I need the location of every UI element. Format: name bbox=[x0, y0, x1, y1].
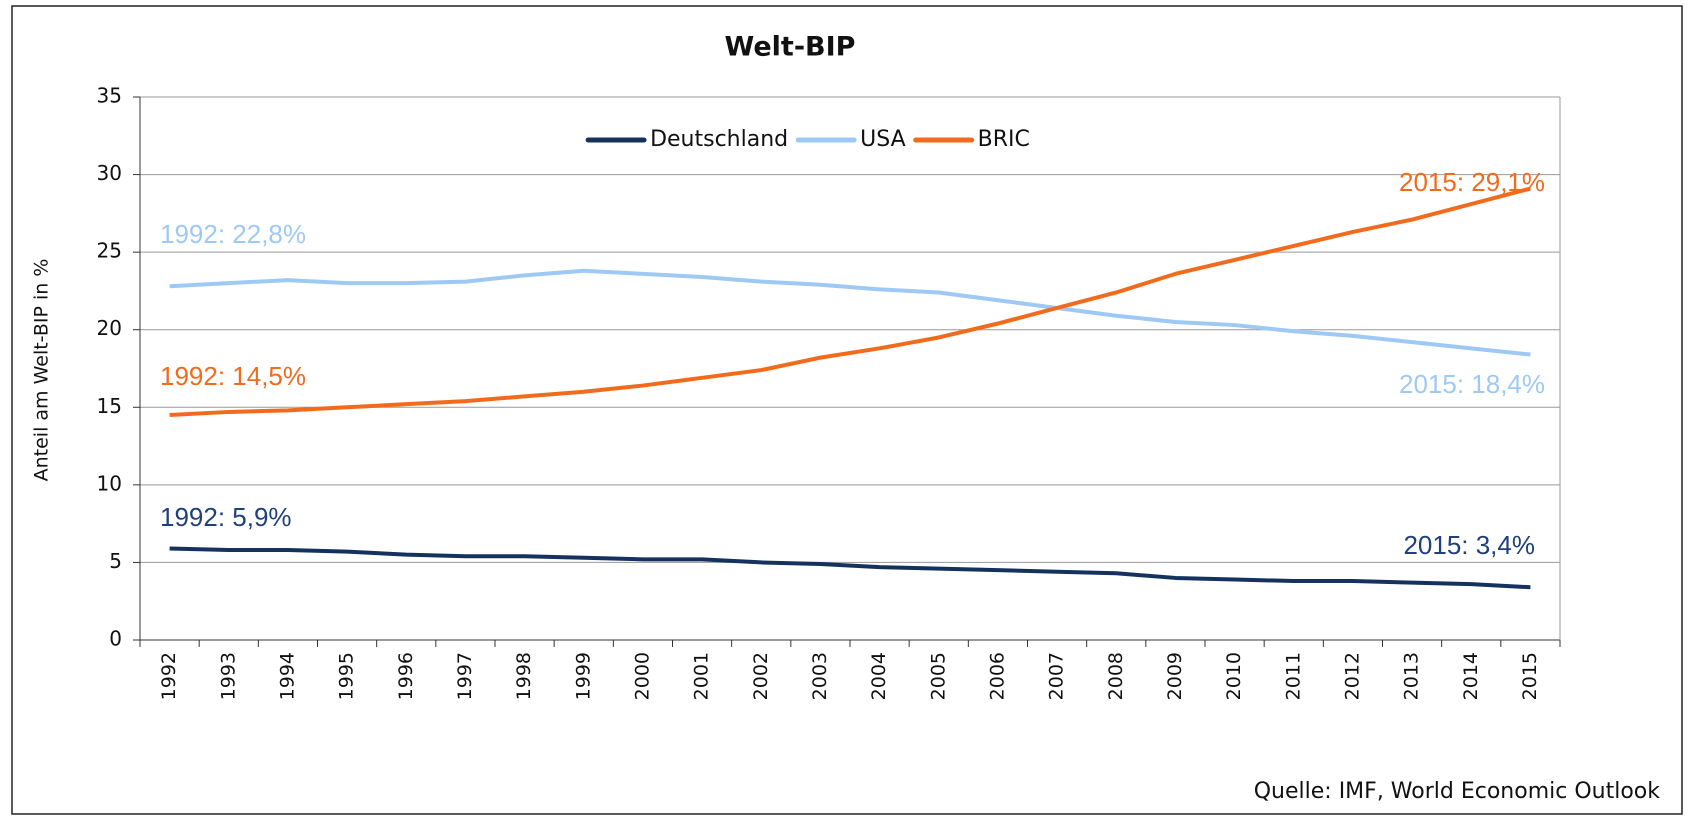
frame bbox=[11, 5, 1683, 815]
annotation: 2015: 3,4% bbox=[1403, 530, 1535, 560]
x-tick-label: 2010 bbox=[1223, 652, 1245, 700]
y-tick-label: 10 bbox=[97, 471, 122, 495]
y-axis-label: Anteil am Welt-BIP in % bbox=[31, 259, 53, 482]
annotation: 2015: 18,4% bbox=[1399, 369, 1545, 399]
series-line bbox=[169, 268, 1531, 357]
x-tick-label: 2004 bbox=[868, 652, 890, 700]
x-tick-label: 2008 bbox=[1105, 652, 1127, 700]
series-line bbox=[169, 186, 1531, 418]
x-tick-label: 2000 bbox=[631, 652, 653, 700]
x-tick-label: 1997 bbox=[454, 652, 476, 700]
legend-label: USA bbox=[860, 127, 906, 152]
x-tick-label: 1996 bbox=[395, 652, 417, 700]
chart-title: Welt-BIP bbox=[725, 32, 856, 63]
x-tick-label: 2013 bbox=[1401, 652, 1423, 700]
y-tick-label: 15 bbox=[97, 394, 122, 418]
annotation: 1992: 14,5% bbox=[160, 361, 306, 391]
x-tick-label: 1998 bbox=[513, 652, 535, 700]
source: Quelle: IMF, World Economic Outlook bbox=[1254, 779, 1661, 804]
x-tick-label: 1999 bbox=[572, 652, 594, 700]
y-tick-label: 35 bbox=[97, 84, 122, 108]
y-tick-label: 0 bbox=[109, 627, 122, 651]
x-tick-label: 2006 bbox=[986, 652, 1008, 700]
y-tick-label: 20 bbox=[97, 316, 122, 340]
y-tick-label: 5 bbox=[109, 549, 122, 573]
x-tick-label: 2003 bbox=[809, 652, 831, 700]
x-tick-label: 1994 bbox=[276, 652, 298, 700]
x-tick-label: 1992 bbox=[158, 652, 180, 700]
annotation: 2015: 29,1% bbox=[1399, 167, 1545, 197]
annotation: 1992: 22,8% bbox=[160, 219, 306, 249]
x-tick-label: 2002 bbox=[750, 652, 772, 700]
x-tick-label: 2005 bbox=[927, 652, 949, 700]
y-tick-label: 30 bbox=[97, 161, 122, 185]
x-tick-label: 2001 bbox=[691, 652, 713, 700]
x-tick-label: 2011 bbox=[1282, 652, 1304, 700]
x-tick-label: 1995 bbox=[336, 652, 358, 700]
x-tick-label: 2012 bbox=[1341, 652, 1363, 700]
x-tick-label: 1993 bbox=[217, 652, 239, 700]
x-tick-label: 2007 bbox=[1046, 652, 1068, 700]
series-line bbox=[169, 546, 1531, 590]
annotation: 1992: 5,9% bbox=[160, 502, 292, 532]
x-tick-label: 2014 bbox=[1460, 652, 1482, 700]
x-tick-label: 2015 bbox=[1519, 652, 1541, 700]
x-tick-label: 2009 bbox=[1164, 652, 1186, 700]
y-tick-label: 25 bbox=[97, 239, 122, 263]
legend-label: Deutschland bbox=[650, 127, 788, 152]
legend-label: BRIC bbox=[978, 127, 1030, 152]
